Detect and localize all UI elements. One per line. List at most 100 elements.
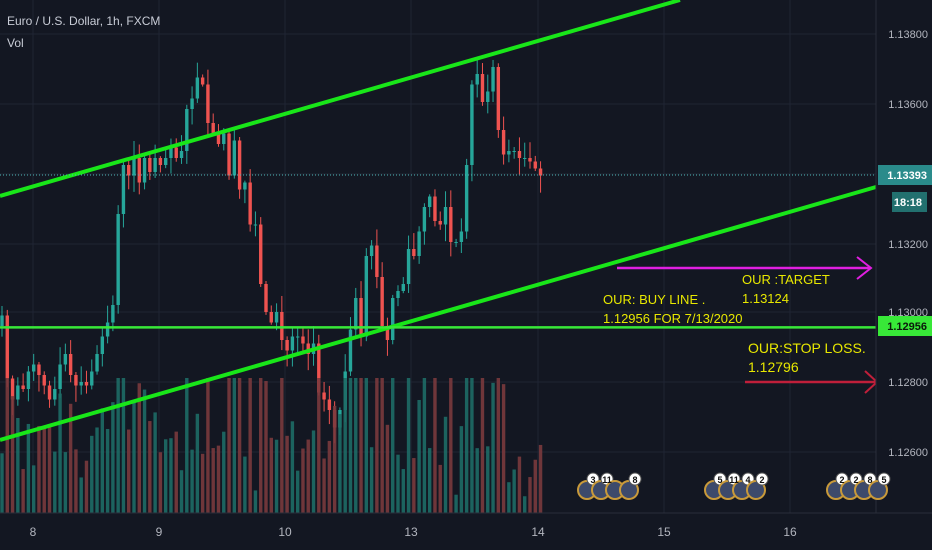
candle-body (364, 256, 369, 337)
volume-bar (237, 378, 242, 513)
volume-bar (322, 458, 326, 513)
event-count-11[interactable]: 11 (602, 475, 612, 485)
candle-body (401, 284, 405, 291)
event-count-2[interactable]: 2 (839, 475, 844, 485)
volume-bar (90, 435, 94, 513)
candle-body (280, 312, 284, 340)
volume-bar (396, 454, 400, 513)
volume-bar (338, 414, 342, 513)
countdown-label: 18:18 (894, 197, 922, 209)
target-arrow-head (856, 256, 873, 280)
event-count-5[interactable]: 5 (881, 475, 886, 485)
volume-bar (74, 449, 78, 513)
volume-bar (422, 378, 427, 513)
candle-body (512, 151, 516, 152)
candle-body (464, 165, 469, 232)
event-count-8[interactable]: 8 (867, 475, 872, 485)
current-price-badge (878, 165, 932, 185)
candle-body (232, 140, 237, 176)
volume-bar (295, 470, 300, 513)
candle-body (538, 168, 543, 176)
candle-body (274, 312, 279, 323)
volume-bar (158, 452, 163, 513)
volume-bar (343, 378, 347, 513)
candle-body (10, 378, 15, 400)
candle-body (517, 151, 522, 158)
event-count-11[interactable]: 11 (729, 475, 739, 485)
countdown-badge (892, 192, 927, 212)
candle-body (53, 389, 57, 400)
candle-body (422, 207, 427, 232)
y-tick-113600: 1.13600 (888, 99, 928, 111)
candle-body (528, 158, 532, 162)
annotation-113124: 1.13124 (742, 291, 789, 306)
volume-bar (417, 399, 421, 513)
candle-body (158, 158, 163, 165)
event-count-3[interactable]: 3 (590, 475, 595, 485)
volume-bar (179, 470, 184, 513)
event-group-right (826, 472, 891, 500)
volume-bar (26, 423, 31, 513)
candle-body (42, 375, 46, 386)
candle-body (68, 354, 73, 375)
candle-body (37, 364, 41, 375)
volume-bar (211, 448, 215, 513)
volume-bar (31, 465, 36, 513)
event-count-2[interactable]: 2 (759, 475, 764, 485)
chart-title: Euro / U.S. Dollar, 1h, FXCM (7, 14, 161, 28)
volume-bar (100, 408, 105, 513)
volume-bar (116, 378, 120, 513)
candle-body (322, 392, 326, 400)
volume-bar (105, 428, 110, 513)
candle-body (100, 336, 105, 354)
candle-body (26, 371, 31, 389)
annotation-112956-for-7132020: 1.12956 FOR 7/13/2020 (603, 311, 743, 326)
candle-body (227, 133, 231, 176)
volume-bar (538, 444, 543, 513)
volume-bar (200, 453, 205, 513)
volume-bar (111, 402, 115, 513)
event-count-5[interactable]: 5 (717, 475, 722, 485)
x-tick-8: 8 (30, 525, 37, 539)
candle-body (200, 77, 205, 85)
y-tick-112600: 1.12600 (888, 447, 928, 459)
annotation-our-buy-line-: OUR: BUY LINE . (603, 292, 705, 307)
candle-body (396, 291, 400, 298)
candle-body (63, 354, 68, 365)
volume-bar (433, 378, 437, 513)
candle-body (295, 336, 300, 338)
candle-body (84, 382, 89, 386)
candle-body (496, 67, 501, 130)
volume-bar (148, 421, 152, 513)
event-count-8[interactable]: 8 (632, 475, 637, 485)
candle-body (74, 375, 78, 386)
candle-body (348, 329, 353, 372)
candle-body (169, 147, 173, 158)
volume-bar (507, 482, 511, 513)
price-axis (876, 0, 932, 550)
candle-body (375, 245, 379, 277)
volume-bar (512, 469, 516, 513)
candle-body (79, 382, 83, 386)
candle-body (0, 315, 4, 326)
volume-bar (132, 401, 136, 513)
event-group-middle (704, 472, 769, 500)
volume-bar (317, 378, 321, 513)
volume-bar (354, 378, 358, 513)
candle-body (454, 242, 458, 243)
candle-body (264, 284, 268, 312)
event-count-badge (877, 472, 891, 486)
volume-bar (10, 396, 15, 513)
volume-bar (533, 459, 537, 513)
volume-bars (0, 378, 543, 513)
event-count-4[interactable]: 4 (745, 475, 750, 485)
volume-bar (227, 378, 231, 513)
x-tick-9: 9 (156, 525, 163, 539)
event-count-badge (628, 472, 642, 486)
annotation-112796: 1.12796 (748, 359, 799, 375)
event-count-2[interactable]: 2 (853, 475, 858, 485)
volume-bar (0, 453, 4, 513)
volume-bar (385, 424, 390, 513)
